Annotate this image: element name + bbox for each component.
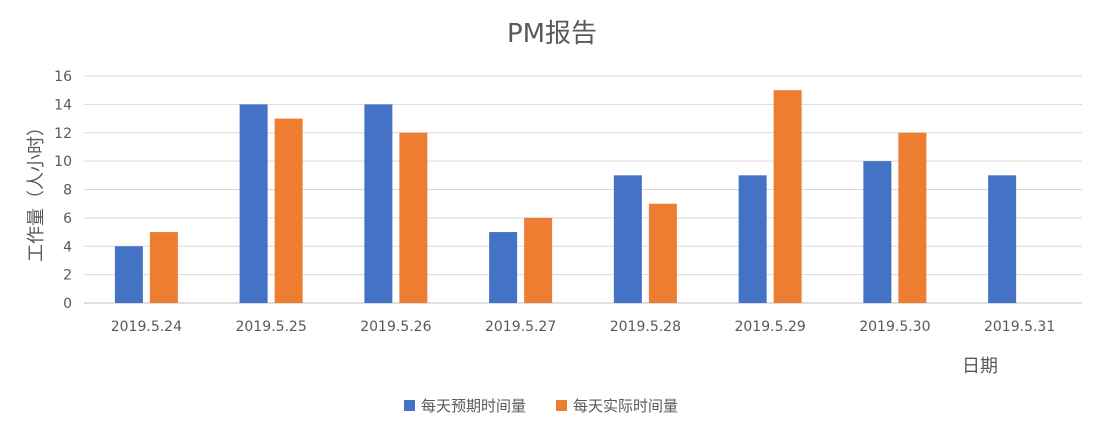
gridlines	[84, 75, 1082, 304]
legend-label-actual: 每天实际时间量	[573, 397, 678, 415]
bar-expected-2019.5.26	[364, 104, 393, 303]
bar-actual-2019.5.26	[399, 132, 428, 303]
bar-expected-2019.5.24	[114, 246, 143, 303]
bar-expected-2019.5.28	[613, 175, 642, 303]
bar-expected-2019.5.30	[863, 161, 892, 303]
y-tick-labels: 0 2 4 6 8 10 12 14 16	[54, 69, 72, 312]
x-tick-label: 2019.5.30	[859, 319, 930, 335]
y-tick-label: 12	[54, 126, 72, 142]
bar-expected-2019.5.29	[738, 175, 767, 303]
y-tick-label: 2	[63, 268, 72, 284]
x-tick-label: 2019.5.28	[610, 319, 681, 335]
bar-actual-2019.5.29	[773, 90, 802, 303]
x-tick-label: 2019.5.27	[485, 319, 556, 335]
bar-expected-2019.5.27	[489, 232, 518, 303]
x-tick-label: 2019.5.25	[235, 319, 306, 335]
x-tick-label: 2019.5.24	[111, 319, 182, 335]
bar-actual-2019.5.25	[274, 118, 303, 303]
x-axis-label: 日期	[962, 356, 998, 377]
bars	[114, 90, 1017, 303]
y-tick-label: 6	[63, 211, 72, 227]
legend-swatch-actual	[556, 400, 567, 411]
bar-actual-2019.5.24	[149, 232, 178, 303]
x-tick-label: 2019.5.26	[360, 319, 431, 335]
y-axis-label: 工作量（人小时）	[26, 118, 47, 262]
legend-label-expected: 每天预期时间量	[421, 397, 526, 415]
x-tick-labels: 2019.5.24 2019.5.25 2019.5.26 2019.5.27 2019…	[111, 319, 1056, 335]
y-tick-label: 4	[63, 239, 72, 255]
y-tick-label: 14	[54, 97, 72, 113]
y-tick-label: 0	[63, 296, 72, 312]
y-tick-label: 8	[63, 183, 72, 199]
y-tick-label: 16	[54, 69, 72, 85]
bar-actual-2019.5.28	[648, 203, 677, 303]
x-tick-label: 2019.5.31	[984, 319, 1055, 335]
legend: 每天预期时间量 每天实际时间量	[404, 397, 678, 415]
bar-actual-2019.5.27	[524, 217, 553, 303]
bar-actual-2019.5.30	[898, 132, 927, 303]
bar-expected-2019.5.31	[988, 175, 1017, 303]
x-tick-label: 2019.5.29	[734, 319, 805, 335]
legend-swatch-expected	[404, 400, 415, 411]
y-tick-label: 10	[54, 154, 72, 170]
bar-expected-2019.5.25	[239, 104, 268, 303]
chart-title: PM报告	[507, 19, 597, 49]
